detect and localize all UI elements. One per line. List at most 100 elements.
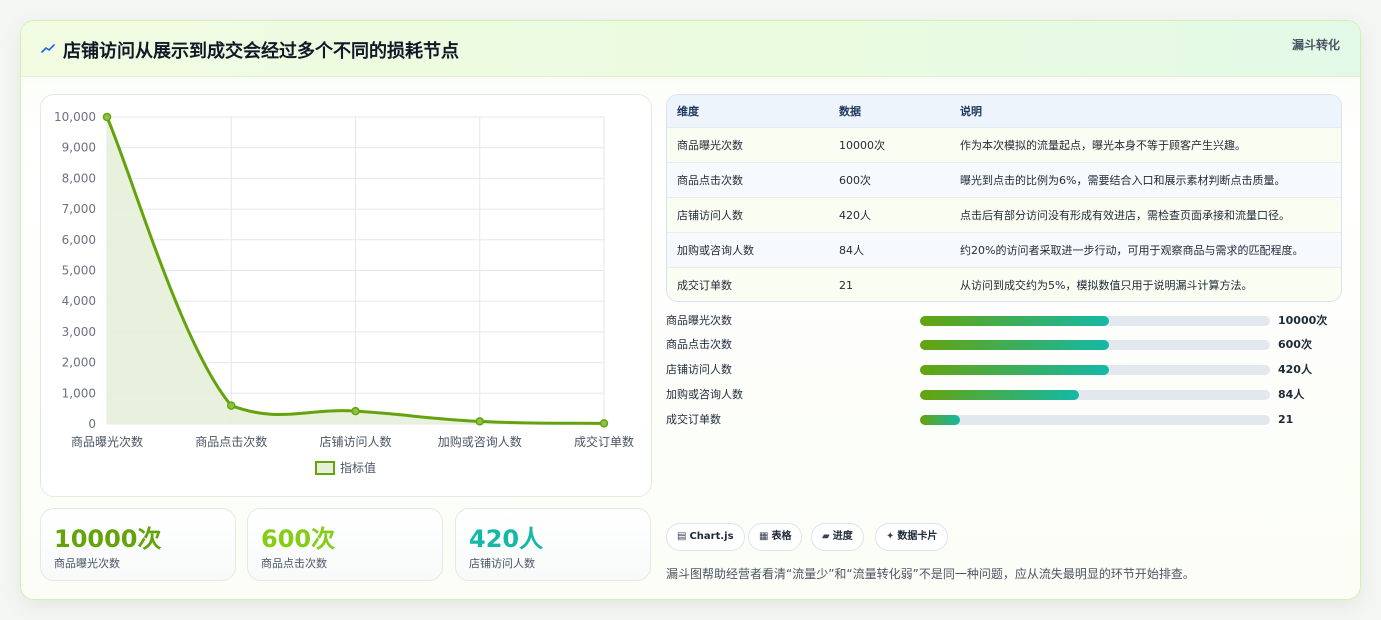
stat-card-visits: 420人 店铺访问人数 — [455, 508, 651, 581]
card-header: 店铺访问从展示到成交会经过多个不同的损耗节点 漏斗转化 — [21, 21, 1360, 77]
progress-fill — [920, 316, 1109, 326]
table-cell: 600次 — [839, 174, 871, 187]
stat-value: 10000次 — [54, 525, 162, 553]
progress-fill — [920, 415, 961, 425]
progress-label: 成交订单数 — [666, 413, 721, 426]
chip-label: 进度 — [832, 531, 853, 542]
funnel-card: 店铺访问从展示到成交会经过多个不同的损耗节点 漏斗转化 0 1,000 2,000 3… — [20, 20, 1361, 600]
y-tick-label: 2,000 — [62, 356, 96, 370]
table-cell: 点击后有部分访问没有形成有效进店，需检查页面承接和流量口径。 — [960, 209, 1290, 222]
x-tick-label: 商品点击次数 — [195, 434, 267, 449]
table-cell: 从访问到成交约为5%，模拟数值只用于说明漏斗计算方法。 — [960, 279, 1253, 292]
data-point — [102, 112, 112, 122]
x-tick-label: 商品曝光次数 — [71, 434, 143, 449]
data-point — [475, 417, 484, 426]
y-tick-label: 7,000 — [62, 202, 96, 216]
table-row: 商品曝光次数 10000次 作为本次模拟的流量起点，曝光本身不等于顾客产生兴趣。 — [667, 128, 1341, 163]
data-point — [351, 406, 360, 416]
table-header-row: 维度 数据 说明 — [667, 95, 1341, 128]
chip-data-card[interactable]: ✦ 数据卡片 — [875, 523, 949, 551]
progress-value: 84人 — [1278, 388, 1305, 401]
progress-label: 店铺访问人数 — [666, 363, 732, 376]
table-cell: 成交订单数 — [677, 279, 732, 292]
progress-value: 600次 — [1278, 338, 1312, 351]
y-tick-label: 10,000 — [54, 110, 96, 124]
data-point — [599, 419, 609, 428]
progress-track — [920, 365, 1270, 375]
table-row: 加购或咨询人数 84人 约20%的访问者采取进一步行动，可用于观察商品与需求的匹… — [667, 233, 1341, 268]
line-chart: 0 1,000 2,000 3,000 4,000 5,000 6,000 7,000 8,00… — [54, 110, 634, 475]
table-cell: 10000次 — [839, 139, 885, 152]
progress-icon: ▰ — [822, 531, 830, 542]
data-point — [227, 401, 236, 410]
chip-chartjs[interactable]: ▤ Chart.js — [666, 523, 745, 551]
progress-fill — [920, 365, 1109, 375]
table-icon: ▦ — [759, 531, 769, 542]
stat-label: 商品曝光次数 — [54, 557, 120, 570]
table-cell: 曝光到点击的比例为6%，需要结合入口和展示素材判断点击质量。 — [960, 174, 1286, 187]
table-row: 成交订单数 21 从访问到成交约为5%，模拟数值只用于说明漏斗计算方法。 — [667, 268, 1341, 301]
progress-label: 商品曝光次数 — [666, 314, 732, 327]
table-cell: 商品曝光次数 — [677, 139, 743, 152]
progress-value: 420人 — [1278, 363, 1312, 376]
stat-label: 商品点击次数 — [261, 557, 327, 570]
stat-value: 420人 — [469, 525, 544, 553]
y-tick-label: 8,000 — [62, 171, 96, 185]
progress-label: 加购或咨询人数 — [666, 388, 743, 401]
table-header-cell: 维度 — [677, 105, 699, 118]
table-cell: 作为本次模拟的流量起点，曝光本身不等于顾客产生兴趣。 — [960, 139, 1246, 152]
progress-row: 加购或咨询人数 84人 — [666, 387, 1346, 403]
table-row: 商品点击次数 600次 曝光到点击的比例为6%，需要结合入口和展示素材判断点击质… — [667, 163, 1341, 198]
y-tick-label: 9,000 — [62, 141, 96, 155]
progress-track — [920, 390, 1270, 400]
stat-card-clicks: 600次 商品点击次数 — [247, 508, 443, 581]
progress-fill — [920, 390, 1080, 400]
page-title: 店铺访问从展示到成交会经过多个不同的损耗节点 — [63, 41, 459, 62]
table-header-cell: 数据 — [839, 105, 861, 118]
chip-label: 表格 — [771, 531, 792, 542]
y-tick-label: 4,000 — [62, 294, 96, 308]
table-header-cell: 说明 — [960, 105, 982, 118]
series-line — [105, 116, 605, 425]
chip-label: Chart.js — [689, 531, 734, 542]
y-tick-label: 1,000 — [62, 386, 96, 400]
progress-label: 商品点击次数 — [666, 338, 732, 351]
progress-row: 成交订单数 21 — [666, 412, 1346, 428]
table-cell: 84人 — [839, 244, 864, 257]
table-row: 店铺访问人数 420人 点击后有部分访问没有形成有效进店，需检查页面承接和流量口… — [667, 198, 1341, 233]
stat-value: 600次 — [261, 525, 336, 553]
category-tag: 漏斗转化 — [1291, 38, 1340, 52]
progress-row: 商品点击次数 600次 — [666, 337, 1346, 353]
stat-card-exposure: 10000次 商品曝光次数 — [40, 508, 236, 581]
footer-note: 漏斗图帮助经营者看清“流量少”和“流量转化弱”不是同一种问题，应从流失最明显的环… — [666, 567, 1195, 581]
chart-icon: ▤ — [677, 531, 687, 542]
stat-label: 店铺访问人数 — [469, 557, 535, 570]
progress-row: 店铺访问人数 420人 — [666, 362, 1346, 378]
table-cell: 21 — [839, 279, 853, 292]
x-tick-label: 店铺访问人数 — [319, 434, 391, 449]
x-tick-label: 成交订单数 — [574, 434, 634, 449]
progress-value: 10000次 — [1278, 314, 1328, 327]
progress-row: 商品曝光次数 10000次 — [666, 313, 1346, 329]
chip-table[interactable]: ▦ 表格 — [748, 523, 803, 551]
table-cell: 加购或咨询人数 — [677, 244, 754, 257]
chart-panel: 0 1,000 2,000 3,000 4,000 5,000 6,000 7,000 8,00… — [40, 94, 652, 497]
table-cell: 商品点击次数 — [677, 174, 743, 187]
progress-fill — [920, 340, 1109, 350]
legend-swatch — [315, 461, 335, 475]
table-cell: 约20%的访问者采取进一步行动，可用于观察商品与需求的匹配程度。 — [960, 244, 1304, 257]
progress-track — [920, 316, 1270, 326]
table-cell: 420人 — [839, 209, 871, 222]
x-tick-label: 加购或咨询人数 — [438, 434, 522, 449]
y-tick-label: 6,000 — [62, 233, 96, 247]
sparkle-icon: ✦ — [886, 531, 895, 542]
y-tick-label: 0 — [88, 417, 96, 431]
chip-progress[interactable]: ▰ 进度 — [811, 523, 864, 551]
area-fill — [107, 117, 604, 424]
progress-track — [920, 415, 1270, 425]
progress-value: 21 — [1278, 413, 1294, 426]
y-tick-label: 5,000 — [62, 264, 96, 278]
y-tick-label: 3,000 — [62, 325, 96, 339]
data-table: 维度 数据 说明 商品曝光次数 10000次 作为本次模拟的流量起点，曝光本身不… — [666, 94, 1342, 302]
legend-label: 指标值 — [340, 460, 376, 475]
